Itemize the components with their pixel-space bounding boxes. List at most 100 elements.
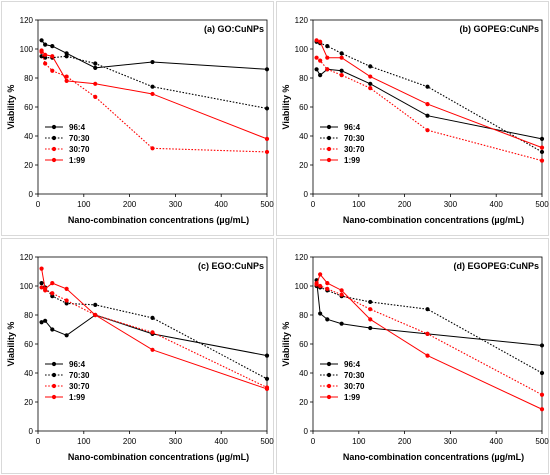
legend-label: 70:30	[69, 134, 90, 143]
y-tick-label: 80	[24, 311, 33, 320]
panel-title: (a) GO:CuNPs	[204, 24, 264, 34]
data-point	[150, 91, 155, 97]
data-point	[39, 266, 44, 271]
data-point	[93, 81, 98, 86]
x-tick-label: 500	[535, 437, 549, 446]
data-point	[150, 84, 155, 89]
data-point	[368, 317, 373, 322]
data-point	[264, 353, 270, 358]
data-point	[93, 65, 98, 70]
y-tick-label: 20	[299, 161, 308, 170]
legend-label: 96:4	[69, 360, 86, 369]
legend-marker	[326, 361, 332, 367]
data-point	[368, 307, 373, 312]
y-tick-label: 120	[295, 253, 309, 262]
data-point	[325, 317, 330, 322]
data-point	[425, 307, 430, 312]
data-point	[539, 370, 545, 376]
y-axis-title: Viability %	[6, 85, 16, 130]
legend-label: 96:4	[344, 360, 361, 369]
data-point	[368, 325, 373, 331]
data-point	[339, 51, 344, 56]
chart-panel-2: 0 20 40 60 80 100 120 0 100 200 300 400 500 Nano-comb…	[276, 1, 549, 236]
x-tick-label: 300	[169, 437, 183, 446]
x-tick-label: 500	[260, 200, 274, 209]
legend: 96:4 70:30 30:70 1:99	[45, 360, 90, 402]
legend-marker	[326, 157, 332, 163]
data-point	[150, 146, 155, 151]
series-1-99	[314, 272, 545, 412]
series-1-99	[39, 48, 270, 141]
x-tick-label: 300	[444, 437, 458, 446]
data-point	[325, 44, 330, 49]
y-tick-label: 40	[24, 132, 33, 141]
legend: 96:4 70:30 30:70 1:99	[320, 123, 365, 165]
y-axis-title: Viability %	[281, 85, 291, 130]
x-axis-title: Nano-combination concentrations (µg/mL)	[68, 452, 249, 462]
legend-marker	[51, 372, 57, 378]
y-tick-label: 60	[24, 340, 33, 349]
data-point	[150, 347, 155, 352]
data-point	[43, 318, 48, 323]
data-point	[425, 84, 430, 89]
y-tick-label: 120	[295, 16, 309, 25]
data-point	[539, 136, 545, 141]
x-tick-label: 500	[260, 437, 274, 446]
data-point	[325, 286, 330, 291]
data-point	[339, 55, 344, 60]
legend-marker	[51, 157, 57, 163]
data-point	[43, 52, 48, 57]
data-point	[325, 281, 330, 286]
data-point	[539, 343, 545, 348]
panel-frame	[276, 238, 549, 474]
legend-marker	[326, 124, 332, 130]
panel-title: (b) GOPEG:CuNPs	[459, 24, 539, 34]
y-tick-label: 120	[20, 16, 34, 25]
x-tick-label: 200	[398, 200, 412, 209]
legend-label: 1:99	[69, 156, 86, 165]
y-tick-label: 40	[299, 132, 308, 141]
series-1-99	[314, 38, 545, 150]
legend-label: 1:99	[344, 156, 361, 165]
data-point	[64, 298, 69, 303]
series-30-70	[314, 55, 545, 163]
y-tick-label: 0	[304, 427, 309, 436]
data-point	[325, 67, 330, 72]
data-point	[539, 407, 545, 412]
legend-marker	[51, 146, 57, 152]
y-axis-title: Viability %	[281, 322, 291, 367]
chart-panel-4: 0 20 40 60 80 100 120 0 100 200 300 400 500 Nano-comb…	[276, 238, 549, 474]
legend-marker	[326, 383, 332, 389]
y-tick-label: 0	[29, 427, 34, 436]
data-point	[150, 315, 155, 320]
y-axis-title: Viability %	[6, 322, 16, 367]
data-point	[318, 283, 323, 289]
x-tick-label: 0	[311, 437, 316, 446]
data-point	[93, 61, 98, 66]
data-point	[50, 68, 55, 73]
legend-label: 70:30	[344, 371, 365, 380]
data-point	[425, 353, 430, 358]
data-point	[314, 282, 319, 287]
data-point	[93, 302, 98, 307]
data-point	[539, 158, 545, 163]
legend-marker	[51, 124, 57, 130]
legend-label: 30:70	[69, 382, 90, 391]
data-point	[150, 59, 155, 65]
legend-marker	[51, 135, 57, 141]
data-point	[368, 299, 373, 305]
data-point	[39, 320, 44, 325]
x-axis-title: Nano-combination concentrations (µg/mL)	[68, 215, 249, 225]
data-point	[339, 288, 344, 293]
data-point	[314, 67, 319, 72]
data-point	[64, 74, 69, 79]
x-tick-label: 0	[311, 200, 316, 209]
x-tick-label: 300	[444, 200, 458, 209]
legend-label: 1:99	[344, 393, 361, 402]
panel-frame	[1, 1, 274, 236]
data-point	[39, 38, 44, 43]
x-tick-label: 200	[123, 437, 137, 446]
data-point	[539, 149, 545, 155]
legend-marker	[51, 361, 57, 367]
y-tick-label: 80	[299, 311, 308, 320]
